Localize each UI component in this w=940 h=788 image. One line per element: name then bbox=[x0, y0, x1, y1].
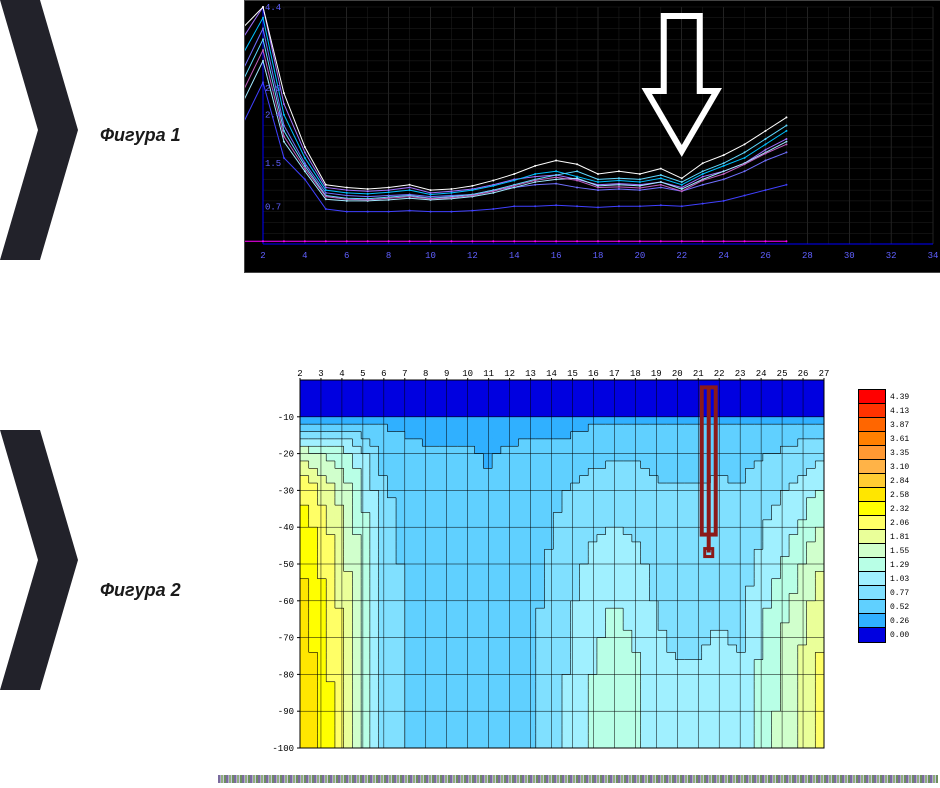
svg-text:1.5: 1.5 bbox=[265, 159, 281, 169]
svg-text:25: 25 bbox=[777, 369, 788, 379]
legend-swatch: 3.10 bbox=[858, 460, 909, 474]
svg-text:12: 12 bbox=[467, 251, 478, 261]
page-root: { "labels": {"fig1": "Фигура 1", "fig2":… bbox=[0, 0, 940, 788]
svg-text:16: 16 bbox=[588, 369, 599, 379]
svg-text:13: 13 bbox=[525, 369, 536, 379]
svg-text:9: 9 bbox=[444, 369, 449, 379]
svg-text:20: 20 bbox=[672, 369, 683, 379]
svg-text:4: 4 bbox=[302, 251, 307, 261]
legend-swatch: 1.03 bbox=[858, 572, 909, 586]
svg-text:30: 30 bbox=[844, 251, 855, 261]
line-chart: 0.71.52.42.94.42468101214161820222426283… bbox=[244, 0, 940, 273]
pointer-arrow-2 bbox=[0, 430, 80, 690]
svg-text:28: 28 bbox=[802, 251, 813, 261]
legend-swatch: 2.32 bbox=[858, 502, 909, 516]
legend-swatch: 0.00 bbox=[858, 628, 909, 642]
svg-text:24: 24 bbox=[756, 369, 767, 379]
svg-text:34: 34 bbox=[928, 251, 939, 261]
legend-swatch: 3.87 bbox=[858, 418, 909, 432]
legend-swatch: 2.84 bbox=[858, 474, 909, 488]
legend-swatch: 1.29 bbox=[858, 558, 909, 572]
svg-text:14: 14 bbox=[546, 369, 557, 379]
legend-swatch: 3.61 bbox=[858, 432, 909, 446]
svg-text:7: 7 bbox=[402, 369, 407, 379]
svg-text:10: 10 bbox=[425, 251, 436, 261]
svg-text:-90: -90 bbox=[278, 707, 294, 717]
contour-legend: 4.394.133.873.613.353.102.842.582.322.06… bbox=[858, 390, 909, 642]
svg-text:19: 19 bbox=[651, 369, 662, 379]
figure-1-label: Фигура 1 bbox=[100, 125, 181, 146]
svg-text:6: 6 bbox=[344, 251, 349, 261]
svg-text:26: 26 bbox=[760, 251, 771, 261]
contour-chart: 2345678910111213141516171819202122232425… bbox=[270, 364, 830, 754]
svg-text:24: 24 bbox=[718, 251, 729, 261]
svg-text:4: 4 bbox=[339, 369, 344, 379]
svg-text:5: 5 bbox=[360, 369, 365, 379]
svg-text:22: 22 bbox=[676, 251, 687, 261]
svg-text:15: 15 bbox=[567, 369, 578, 379]
svg-text:21: 21 bbox=[693, 369, 704, 379]
figure-2-label: Фигура 2 bbox=[100, 580, 181, 601]
svg-text:2: 2 bbox=[297, 369, 302, 379]
svg-text:8: 8 bbox=[386, 251, 391, 261]
svg-text:-20: -20 bbox=[278, 450, 294, 460]
svg-text:17: 17 bbox=[609, 369, 620, 379]
svg-text:-10: -10 bbox=[278, 413, 294, 423]
svg-text:-60: -60 bbox=[278, 597, 294, 607]
legend-swatch: 0.26 bbox=[858, 614, 909, 628]
svg-text:-40: -40 bbox=[278, 523, 294, 533]
legend-swatch: 4.39 bbox=[858, 390, 909, 404]
legend-swatch: 2.06 bbox=[858, 516, 909, 530]
svg-text:18: 18 bbox=[593, 251, 604, 261]
pointer-arrow-1 bbox=[0, 0, 80, 260]
svg-text:11: 11 bbox=[483, 369, 494, 379]
svg-text:18: 18 bbox=[630, 369, 641, 379]
legend-swatch: 2.58 bbox=[858, 488, 909, 502]
legend-swatch: 3.35 bbox=[858, 446, 909, 460]
noise-strip bbox=[218, 775, 938, 783]
svg-text:12: 12 bbox=[504, 369, 515, 379]
svg-text:26: 26 bbox=[798, 369, 809, 379]
svg-text:22: 22 bbox=[714, 369, 725, 379]
svg-text:14: 14 bbox=[509, 251, 520, 261]
legend-swatch: 1.81 bbox=[858, 530, 909, 544]
svg-text:20: 20 bbox=[634, 251, 645, 261]
svg-text:2: 2 bbox=[260, 251, 265, 261]
svg-text:32: 32 bbox=[886, 251, 897, 261]
svg-text:8: 8 bbox=[423, 369, 428, 379]
svg-text:-80: -80 bbox=[278, 670, 294, 680]
svg-text:-30: -30 bbox=[278, 486, 294, 496]
svg-text:-100: -100 bbox=[272, 744, 294, 754]
svg-text:23: 23 bbox=[735, 369, 746, 379]
svg-text:-70: -70 bbox=[278, 634, 294, 644]
svg-text:27: 27 bbox=[819, 369, 830, 379]
svg-text:3: 3 bbox=[318, 369, 323, 379]
svg-text:2.4: 2.4 bbox=[265, 111, 281, 121]
svg-text:10: 10 bbox=[462, 369, 473, 379]
legend-swatch: 0.52 bbox=[858, 600, 909, 614]
legend-swatch: 1.55 bbox=[858, 544, 909, 558]
svg-text:16: 16 bbox=[551, 251, 562, 261]
legend-swatch: 4.13 bbox=[858, 404, 909, 418]
svg-text:4.4: 4.4 bbox=[265, 3, 281, 13]
svg-text:0.7: 0.7 bbox=[265, 202, 281, 212]
legend-swatch: 0.77 bbox=[858, 586, 909, 600]
svg-text:2.9: 2.9 bbox=[265, 84, 281, 94]
svg-text:-50: -50 bbox=[278, 560, 294, 570]
svg-text:6: 6 bbox=[381, 369, 386, 379]
